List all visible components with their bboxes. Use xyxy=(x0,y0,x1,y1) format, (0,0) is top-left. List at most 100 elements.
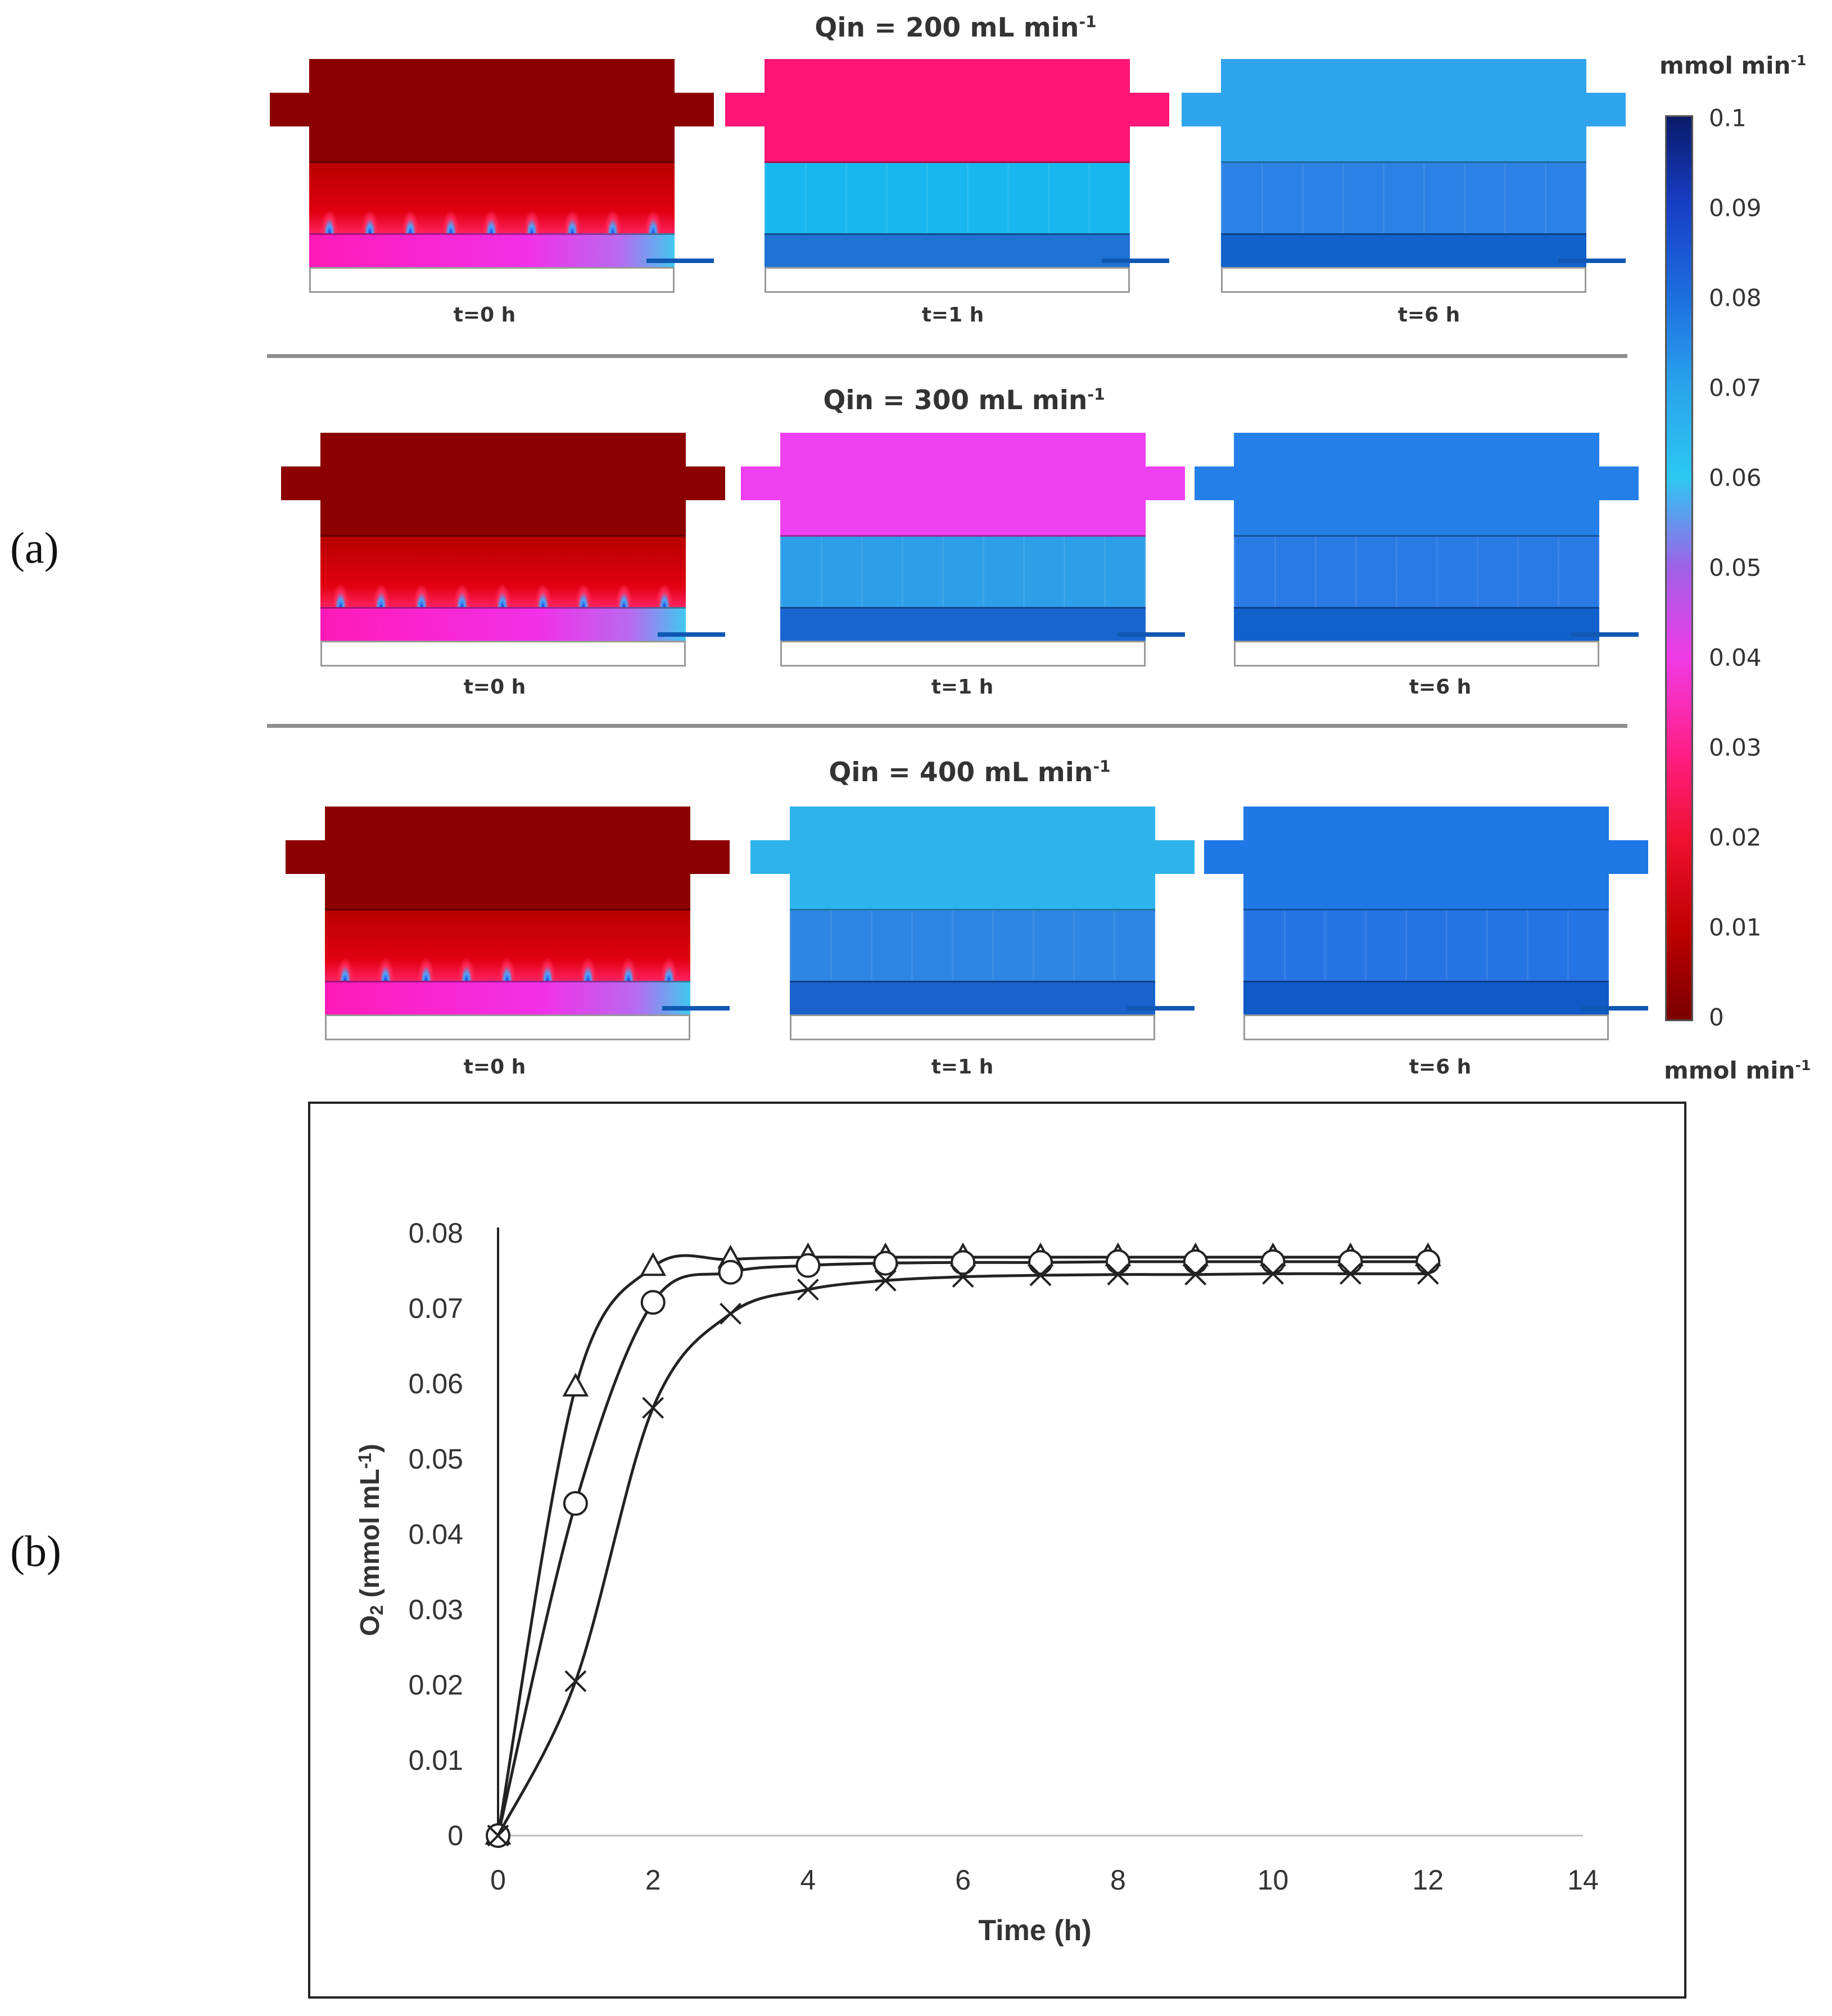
inlet-port xyxy=(750,840,790,874)
outlet-port xyxy=(1599,466,1639,500)
x-tick-label: 2 xyxy=(645,1864,661,1896)
reactor-base xyxy=(790,1014,1155,1040)
headspace-region xyxy=(790,807,1155,910)
reactor-base xyxy=(780,641,1146,667)
reactor-body xyxy=(1234,433,1599,641)
data-point-cross xyxy=(1029,1264,1052,1286)
reactor-base xyxy=(320,641,686,667)
reactor-base xyxy=(1243,1014,1609,1040)
bed-region xyxy=(309,233,675,267)
y-tick-label: 0.04 xyxy=(409,1519,463,1550)
colorbar-tick-label: 0.02 xyxy=(1709,823,1762,851)
x-axis-label: Time (h) xyxy=(978,1914,1091,1947)
data-point-circle xyxy=(1260,1249,1286,1274)
y-axis-label-part: (mmol mL xyxy=(355,1469,385,1605)
outlet-pipe xyxy=(1118,632,1185,637)
liquid-region xyxy=(1234,537,1599,607)
time-label: t=1 h xyxy=(931,676,994,699)
outlet-port xyxy=(675,93,714,126)
y-axis-label-part: -1 xyxy=(355,1453,375,1469)
data-point-cross xyxy=(952,1266,974,1288)
colorbar-tick-label: 0.05 xyxy=(1709,554,1762,582)
reactor-base xyxy=(765,267,1130,293)
colorbar-unit-top: mmol min-1 xyxy=(1659,52,1807,79)
x-tick-label: 8 xyxy=(1110,1864,1126,1896)
outlet-pipe xyxy=(1102,259,1169,263)
reactor-frame xyxy=(1182,59,1626,295)
bed-region xyxy=(1221,233,1586,267)
bed-region xyxy=(790,981,1155,1014)
data-point-cross xyxy=(1340,1262,1361,1285)
reactor-body xyxy=(1243,807,1609,1014)
data-point-circle xyxy=(640,1290,666,1315)
outlet-port xyxy=(686,466,725,500)
row-separator-2 xyxy=(267,724,1627,728)
time-label: t=6 h xyxy=(1409,1055,1472,1079)
y-tick-label: 0.07 xyxy=(409,1293,463,1324)
colorbar-tick-label: 0.01 xyxy=(1709,913,1762,941)
x-tick-label: 4 xyxy=(800,1864,816,1896)
x-tick-label: 6 xyxy=(955,1864,971,1896)
reactor-frame xyxy=(281,433,725,669)
x-tick-label: 0 xyxy=(490,1864,506,1896)
reactor-base xyxy=(1234,641,1599,667)
time-label: t=0 h xyxy=(453,303,516,327)
liquid-region xyxy=(320,537,686,607)
reactor-frame xyxy=(725,59,1169,295)
o2-time-chart: 0 2 4 6 8 10 12 14 0 0.01 0.02 0.03 0.04 0.05 0.06 0.07… xyxy=(355,1217,1599,1947)
reactor-frame xyxy=(750,807,1195,1043)
data-point-cross xyxy=(1107,1263,1129,1286)
liquid-region xyxy=(309,163,675,233)
x-tick-label: 10 xyxy=(1257,1864,1289,1896)
headspace-region xyxy=(765,59,1130,163)
liquid-region xyxy=(765,163,1130,233)
data-point-cross xyxy=(720,1302,741,1325)
x-tick-label: 12 xyxy=(1412,1864,1444,1896)
liquid-region xyxy=(1221,163,1586,233)
data-point-cross xyxy=(797,1279,819,1301)
headspace-region xyxy=(320,433,686,537)
colorbar xyxy=(1665,115,1693,1021)
data-point-cross xyxy=(642,1397,664,1419)
data-point-circle xyxy=(795,1253,821,1278)
y-tick-label: 0.08 xyxy=(409,1217,463,1249)
outlet-port xyxy=(1586,93,1626,126)
series-line-circle xyxy=(496,1260,1428,1836)
outlet-pipe xyxy=(1581,1006,1648,1011)
inlet-port xyxy=(270,93,309,126)
reactor-base xyxy=(1221,267,1586,293)
liquid-region xyxy=(780,537,1146,607)
time-label: t=1 h xyxy=(921,303,984,327)
colorbar-tick-label: 0.03 xyxy=(1709,733,1762,762)
y-tick-label: 0.05 xyxy=(409,1443,463,1475)
data-point-cross xyxy=(874,1270,897,1292)
inlet-port xyxy=(1204,840,1243,874)
data-point-cross xyxy=(1262,1262,1284,1285)
y-tick-label: 0.01 xyxy=(409,1745,463,1776)
inlet-port xyxy=(1182,93,1221,126)
y-axis-label-part: ) xyxy=(355,1444,385,1453)
row-title-300: Qin = 300 mL min-1 xyxy=(823,385,1105,416)
row-title-200: Qin = 200 mL min-1 xyxy=(815,12,1097,43)
y-tick-label: 0.06 xyxy=(409,1368,463,1399)
reactor-base xyxy=(325,1014,690,1040)
reactor-frame xyxy=(270,59,714,295)
chart-frame: 0 2 4 6 8 10 12 14 0 0.01 0.02 0.03 0.04 0.05 0.06 0.07… xyxy=(308,1102,1686,1999)
headspace-region xyxy=(1221,59,1586,163)
headspace-region xyxy=(325,807,690,910)
outlet-port xyxy=(1130,93,1169,126)
time-label: t=6 h xyxy=(1397,303,1460,327)
data-point-circle xyxy=(1183,1249,1208,1274)
outlet-pipe xyxy=(662,1006,730,1011)
bed-region xyxy=(780,607,1146,641)
data-point-circle xyxy=(951,1250,976,1275)
reactor-body xyxy=(320,433,686,641)
colorbar-tick-label: 0.08 xyxy=(1709,284,1762,312)
outlet-pipe xyxy=(1558,259,1626,263)
data-point-triangle xyxy=(562,1372,589,1397)
inlet-port xyxy=(281,466,320,500)
data-point-cross xyxy=(1184,1263,1207,1286)
colorbar-tick-label: 0.04 xyxy=(1709,644,1762,672)
headspace-region xyxy=(309,59,675,163)
outlet-port xyxy=(1609,840,1648,874)
